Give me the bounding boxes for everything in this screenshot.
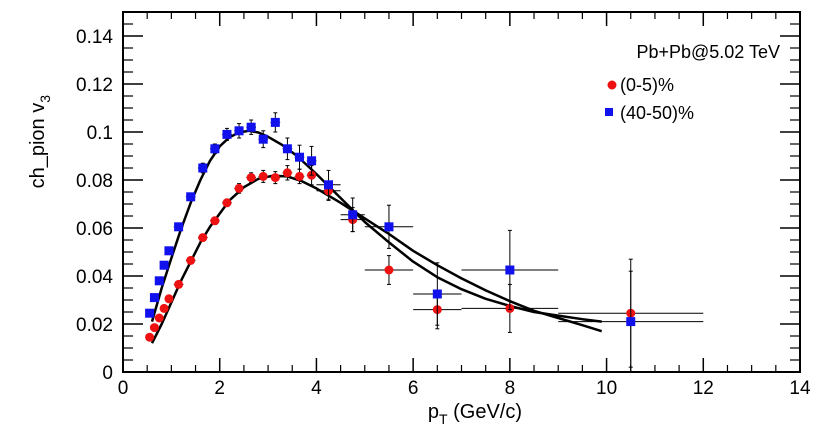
data-point-square	[432, 289, 442, 299]
data-point-circle	[186, 255, 196, 265]
data-point-square	[174, 222, 184, 232]
data-point-square	[270, 117, 280, 127]
data-point-square	[198, 163, 208, 173]
plot-frame	[122, 11, 801, 373]
data-point-circle	[222, 198, 232, 208]
data-point-square	[186, 192, 196, 202]
data-point-square	[384, 222, 394, 232]
data-point-circle	[210, 216, 220, 226]
y-tick-label: 0.04	[76, 267, 113, 288]
data-point-circle	[164, 294, 174, 304]
data-point-square	[222, 129, 232, 139]
data-point-square	[149, 293, 159, 303]
data-point-square	[295, 152, 305, 162]
data-point-circle	[149, 323, 159, 333]
axis-ticks	[122, 11, 801, 373]
y-axis-title: ch_pion v3	[27, 95, 53, 189]
data-point-circle	[270, 173, 280, 183]
data-point-square	[307, 156, 317, 166]
y-tick-label: 0.08	[76, 171, 113, 192]
y-tick-label: 0.02	[76, 315, 113, 336]
legend-label-0-5: (0-5)%	[620, 75, 674, 95]
data-point-square	[164, 246, 174, 256]
legend: Pb+Pb@5.02 TeV (0-5)% (40-50)%	[605, 42, 780, 123]
data-point-square	[282, 144, 292, 154]
series-peripheral	[145, 112, 704, 373]
y-tick-label: 0	[102, 363, 113, 384]
x-tick-label: 0	[118, 378, 129, 399]
x-tick-label: 14	[789, 378, 811, 399]
data-point-square	[234, 126, 244, 136]
data-point-square	[210, 144, 220, 154]
data-point-circle	[384, 265, 394, 275]
data-point-circle	[258, 171, 268, 181]
legend-header: Pb+Pb@5.02 TeV	[636, 42, 780, 62]
data-point-square	[145, 308, 155, 318]
series-central	[145, 165, 704, 368]
data-point-square	[324, 180, 334, 190]
y-tick-labels: 0 0.02 0.04 0.06 0.08 0.1 0.12 0.14	[76, 27, 113, 384]
legend-label-40-50: (40-50)%	[620, 103, 694, 123]
data-point-circle	[246, 173, 256, 183]
x-tick-label: 10	[596, 378, 617, 399]
data-point-square	[258, 134, 268, 144]
data-point-square	[154, 276, 164, 286]
x-tick-label: 8	[505, 378, 516, 399]
data-point-square	[626, 317, 636, 327]
data-point-circle	[159, 303, 169, 313]
y-tick-label: 0.1	[87, 123, 113, 144]
data-point-circle	[198, 233, 208, 243]
data-point-circle	[154, 313, 164, 323]
data-point-circle	[295, 171, 305, 181]
x-tick-label: 12	[693, 378, 714, 399]
legend-marker-square	[605, 108, 613, 116]
data-point-square	[505, 265, 515, 275]
data-point-square	[348, 210, 358, 220]
x-tick-label: 4	[311, 378, 322, 399]
x-tick-labels: 0 2 4 6 8 10 12 14	[118, 378, 811, 399]
legend-marker-circle	[607, 80, 617, 90]
y-tick-label: 0.06	[76, 219, 113, 240]
model-curve	[150, 174, 603, 344]
data-point-circle	[145, 332, 155, 342]
x-tick-label: 6	[408, 378, 419, 399]
data-point-circle	[282, 168, 292, 178]
x-axis-title: pT (GeV/c)	[428, 401, 522, 427]
data-point-circle	[174, 279, 184, 289]
x-tick-label: 2	[214, 378, 225, 399]
data-point-circle	[234, 183, 244, 193]
data-point-square	[246, 122, 256, 132]
y-tick-label: 0.12	[76, 75, 113, 96]
plot-content	[145, 112, 704, 373]
data-point-square	[159, 260, 169, 270]
y-tick-label: 0.14	[76, 27, 113, 48]
